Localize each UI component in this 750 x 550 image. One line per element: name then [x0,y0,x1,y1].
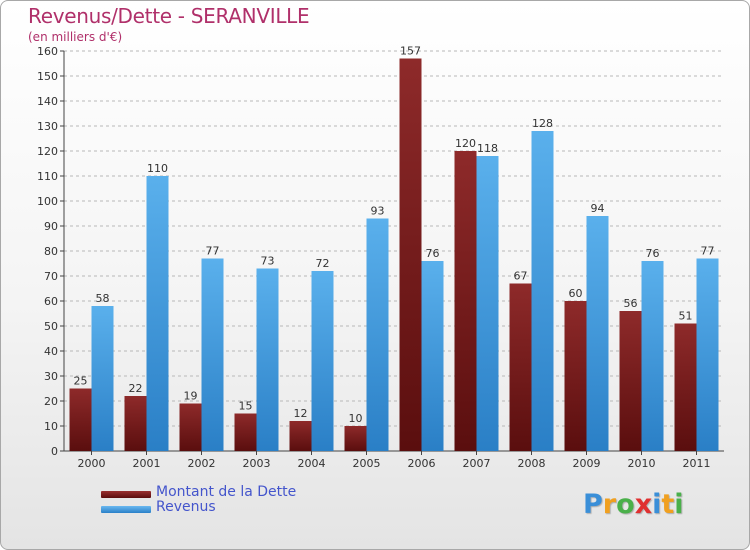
data-label: 76 [646,247,660,260]
data-label: 94 [591,202,605,215]
bar-revenus [91,306,114,451]
bar-dette [509,283,532,451]
data-label: 118 [477,142,498,155]
logo-letter: x [634,489,653,520]
bar-revenus [476,156,499,451]
y-tick-label: 150 [37,70,58,83]
y-tick-label: 70 [44,270,58,283]
data-label: 58 [96,292,110,305]
data-label: 76 [426,247,440,260]
data-label: 157 [400,45,421,58]
bar-dette [124,396,147,451]
bar-revenus [421,261,444,451]
x-tick-label: 2000 [78,457,106,470]
logo-letter: o [616,489,635,520]
y-tick-label: 130 [37,120,58,133]
y-tick-label: 10 [44,420,58,433]
y-tick-label: 110 [37,170,58,183]
y-tick-label: 50 [44,320,58,333]
logo-letter: i [652,489,662,520]
data-label: 67 [514,270,528,283]
y-tick-label: 60 [44,295,58,308]
chart-subtitle: (en milliers d'€) [28,30,123,44]
data-label: 56 [624,297,638,310]
data-label: 10 [349,412,363,425]
x-tick-label: 2006 [408,457,436,470]
bar-revenus [641,261,664,451]
bar-dette [619,311,642,451]
x-tick-label: 2002 [188,457,216,470]
y-tick-label: 20 [44,395,58,408]
bar-dette [674,323,697,451]
chart-title: Revenus/Dette - SERANVILLE [28,4,310,28]
bar-revenus [696,258,719,451]
data-label: 110 [147,162,168,175]
data-label: 73 [261,255,275,268]
data-label: 12 [294,407,308,420]
y-tick-label: 160 [37,45,58,58]
x-tick-label: 2010 [628,457,656,470]
data-label: 15 [239,400,253,413]
x-tick-label: 2007 [463,457,491,470]
y-tick-label: 80 [44,245,58,258]
data-label: 51 [679,310,693,323]
bar-revenus [146,176,169,451]
x-tick-label: 2001 [133,457,161,470]
y-tick-label: 40 [44,345,58,358]
data-label: 72 [316,257,330,270]
x-tick-label: 2011 [683,457,711,470]
data-label: 60 [569,287,583,300]
logo-letter: i [674,489,684,520]
proxiti-logo: Proxiti [583,489,684,520]
data-label: 25 [74,375,88,388]
y-tick-label: 30 [44,370,58,383]
bar-dette [399,58,422,451]
y-tick-label: 0 [51,445,58,458]
data-label: 19 [184,390,198,403]
bar-revenus [201,258,224,451]
y-tick-label: 140 [37,95,58,108]
bar-revenus [366,218,389,451]
legend-label-revenus: Revenus [156,499,216,515]
bar-revenus [256,268,279,451]
x-tick-label: 2003 [243,457,271,470]
data-label: 77 [206,245,220,258]
data-label: 93 [371,205,385,218]
data-label: 128 [532,117,553,130]
x-tick-label: 2005 [353,457,381,470]
bar-dette [344,426,367,451]
y-tick-label: 100 [37,195,58,208]
bar-revenus [531,131,554,451]
data-label: 77 [701,245,715,258]
bar-dette [234,413,257,451]
bar-dette [179,403,202,451]
x-tick-label: 2004 [298,457,326,470]
legend-swatch-revenus [101,506,151,513]
bar-dette [289,421,312,451]
bar-revenus [311,271,334,451]
logo-letter: r [602,489,617,520]
legend-swatch-dette [101,491,151,498]
data-label: 22 [129,382,143,395]
y-tick-label: 120 [37,145,58,158]
x-tick-label: 2008 [518,457,546,470]
y-tick-label: 90 [44,220,58,233]
bar-dette [454,151,477,451]
data-label: 120 [455,137,476,150]
x-tick-label: 2009 [573,457,601,470]
bar-revenus [586,216,609,451]
logo-letter: P [583,489,603,520]
bar-dette [69,388,92,451]
bar-dette [564,301,587,451]
legend-label-dette: Montant de la Dette [156,484,297,500]
logo-letter: t [661,489,675,520]
